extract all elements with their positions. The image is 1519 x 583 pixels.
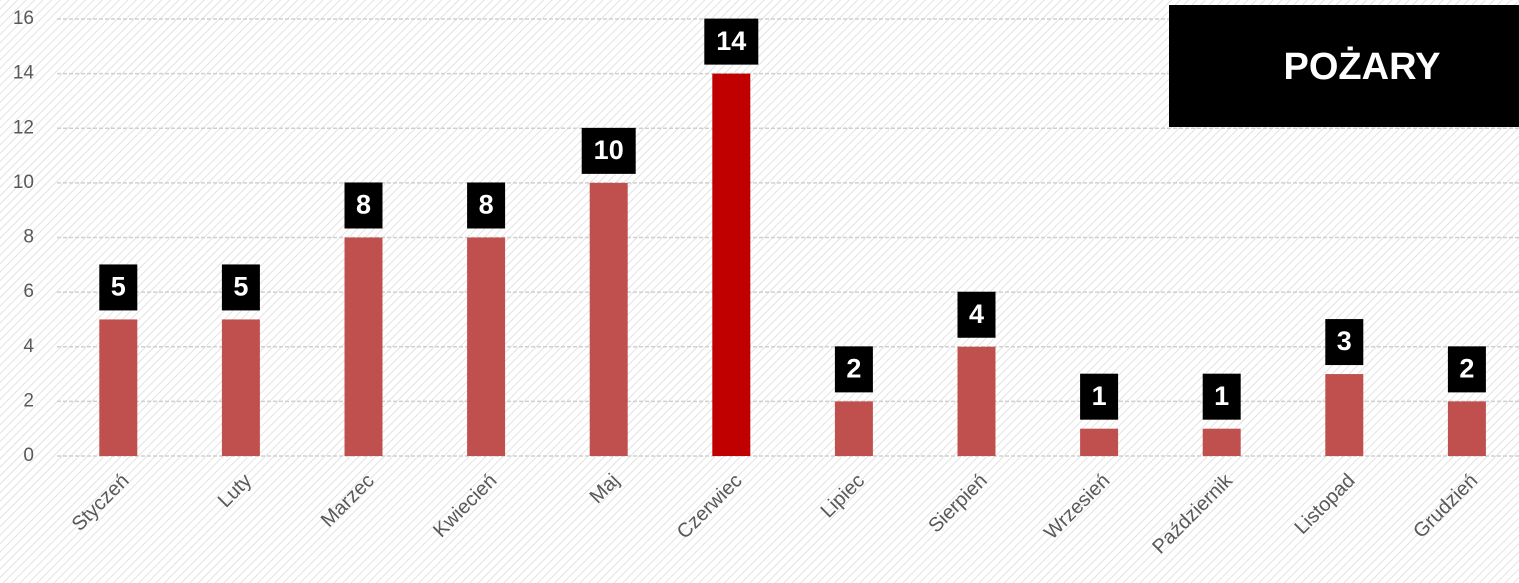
bar (957, 346, 996, 456)
value-label-box (99, 264, 138, 311)
y-tick-label: 12 (13, 117, 34, 138)
value-label: 5 (233, 272, 248, 302)
value-label: 4 (969, 299, 984, 329)
y-tick-label: 4 (23, 336, 34, 357)
y-tick-label: 14 (13, 63, 35, 84)
bar (221, 319, 260, 456)
value-label-box (704, 18, 759, 65)
bar (467, 237, 506, 456)
y-tick-label: 16 (13, 8, 34, 29)
value-label: 2 (1459, 354, 1474, 384)
value-label: 1 (1214, 381, 1229, 411)
value-label-box (581, 127, 636, 174)
value-label-box (1325, 319, 1364, 366)
bar (1447, 401, 1486, 456)
y-tick-label: 10 (13, 172, 34, 193)
value-label: 8 (479, 190, 494, 220)
bar (1202, 428, 1241, 456)
bar (1325, 374, 1364, 456)
bar (99, 319, 138, 456)
bar (589, 182, 628, 456)
value-label-box (1447, 346, 1486, 393)
y-tick-label: 0 (23, 445, 34, 466)
y-tick-label: 8 (23, 227, 34, 248)
value-label: 5 (111, 272, 126, 302)
y-tick-label: 6 (23, 281, 34, 302)
value-label-box (221, 264, 260, 311)
value-label-box (467, 182, 506, 229)
bar (1080, 428, 1119, 456)
value-label-box (957, 291, 996, 338)
value-label-box (344, 182, 383, 229)
value-label: 10 (594, 135, 624, 165)
value-label-box (1080, 373, 1119, 420)
bar (344, 237, 383, 456)
value-label-box (1202, 373, 1241, 420)
value-label: 1 (1092, 381, 1107, 411)
value-label-box (834, 346, 873, 393)
value-label: 14 (716, 26, 746, 56)
value-label: 8 (356, 190, 371, 220)
chart-title: POŻARY (1284, 46, 1441, 88)
value-label: 2 (846, 354, 861, 384)
value-label: 3 (1337, 326, 1352, 356)
bar (712, 73, 751, 456)
bar (834, 401, 873, 456)
y-tick-label: 2 (23, 390, 34, 411)
title-box (1169, 5, 1519, 127)
